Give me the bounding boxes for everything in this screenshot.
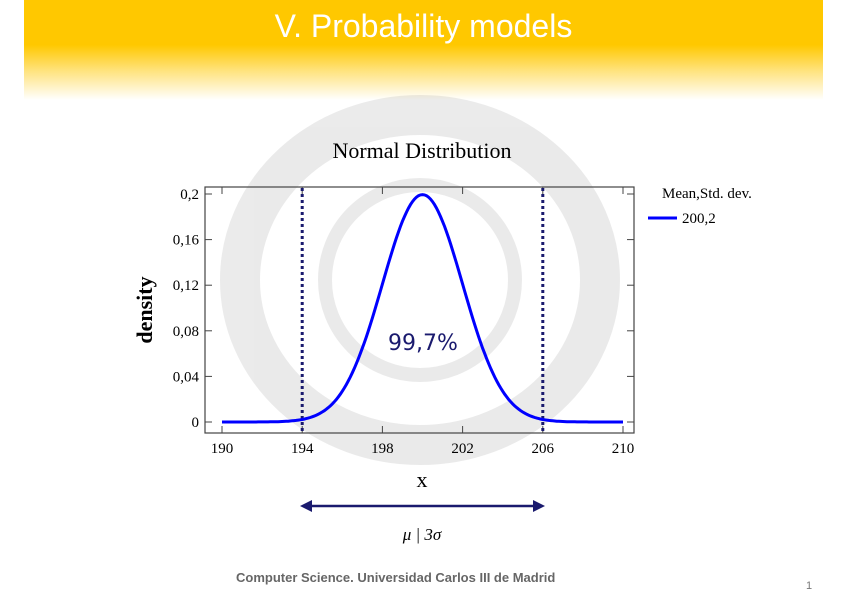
- slide-title: V. Probability models: [274, 8, 573, 44]
- x-tick-label: 194: [291, 441, 314, 457]
- y-axis-label: density: [132, 276, 157, 343]
- x-tick-label: 198: [371, 441, 394, 457]
- x-tick-label: 206: [532, 441, 555, 457]
- density-curve: [222, 193, 623, 424]
- x-tick-label: 202: [451, 441, 474, 457]
- y-tick-label: 0,08: [173, 324, 199, 340]
- plot-frame: [204, 186, 635, 434]
- y-tick-label: 0,16: [173, 233, 200, 249]
- annotation-label: 99,7%: [388, 331, 458, 356]
- header-band: [24, 0, 823, 100]
- y-tick-label: 0: [192, 415, 200, 431]
- legend-title: Mean,Std. dev.: [662, 186, 752, 202]
- watermark-seal: [220, 95, 620, 465]
- x-tick-label: 190: [211, 441, 234, 457]
- page-number: 1: [806, 580, 813, 592]
- range-label: μ | 3σ: [402, 525, 442, 544]
- legend-entry: 200,2: [682, 211, 716, 227]
- chart-title: Normal Distribution: [332, 138, 511, 163]
- x-axis-label: x: [417, 467, 428, 492]
- footer-text: Computer Science. Universidad Carlos III…: [236, 570, 556, 585]
- y-tick-label: 0,2: [180, 187, 199, 203]
- x-tick-label: 210: [612, 441, 635, 457]
- y-tick-label: 0,12: [173, 278, 199, 294]
- y-tick-label: 0,04: [173, 369, 200, 385]
- range-arrow: [300, 500, 545, 512]
